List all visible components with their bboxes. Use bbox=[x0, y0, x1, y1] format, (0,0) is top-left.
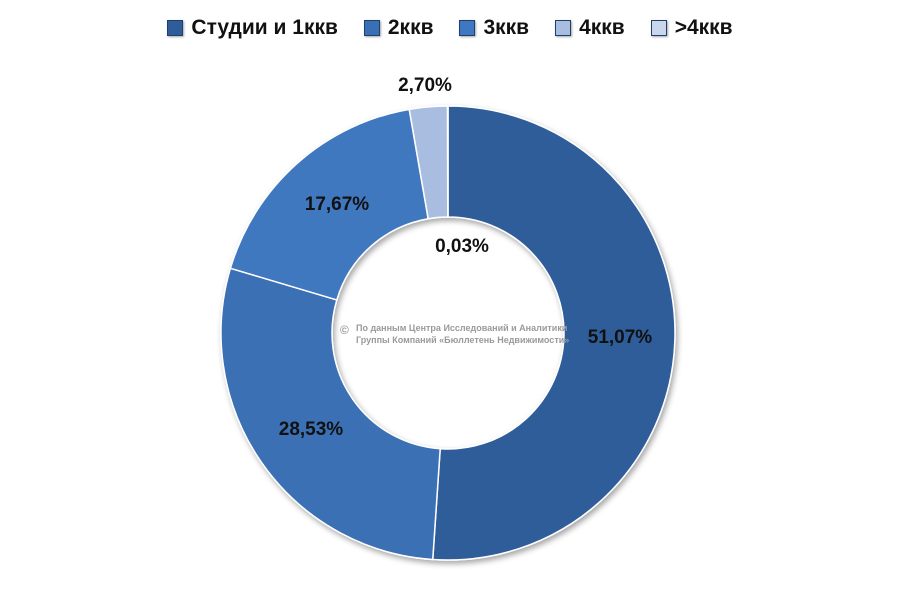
legend-swatch bbox=[363, 20, 380, 36]
legend-label: Студии и 1ккв bbox=[191, 16, 338, 39]
data-label-over-4room: 0,03% bbox=[435, 236, 489, 257]
legend-item-studio-1room: Студии и 1ккв bbox=[167, 16, 338, 40]
legend-label: 4ккв bbox=[579, 16, 625, 39]
legend-item-3room: 3ккв bbox=[459, 16, 529, 40]
slice-studio-1room bbox=[431, 105, 676, 561]
slice-2room bbox=[220, 267, 442, 561]
legend-swatch bbox=[167, 20, 184, 36]
data-label-studio-1room: 51,07% bbox=[588, 327, 653, 348]
data-label-4room: 2,70% bbox=[398, 75, 452, 96]
legend-label: >4ккв bbox=[674, 16, 733, 39]
data-label-3room: 17,67% bbox=[305, 194, 370, 215]
watermark-line1: По данным Центра Исследований и Аналитик… bbox=[356, 323, 567, 333]
watermark-symbol: © bbox=[340, 323, 349, 337]
legend-swatch bbox=[459, 20, 476, 36]
legend-item-4room: 4ккв bbox=[555, 16, 625, 40]
legend-label: 2ккв bbox=[387, 16, 434, 39]
legend-item-over-4room: >4ккв bbox=[650, 16, 733, 40]
legend-item-2room: 2ккв bbox=[363, 16, 434, 40]
watermark-line2: Группы Компаний «Бюллетень Недвижимости» bbox=[356, 335, 569, 345]
data-label-2room: 28,53% bbox=[279, 419, 344, 440]
chart-legend: Студии и 1ккв 2ккв 3ккв 4ккв >4ккв bbox=[0, 16, 900, 40]
legend-label: 3ккв bbox=[483, 16, 530, 39]
legend-swatch bbox=[555, 20, 572, 36]
watermark: © По данным Центра Исследований и Аналит… bbox=[340, 323, 569, 345]
legend-swatch bbox=[650, 20, 667, 36]
slice-3room bbox=[229, 108, 430, 301]
